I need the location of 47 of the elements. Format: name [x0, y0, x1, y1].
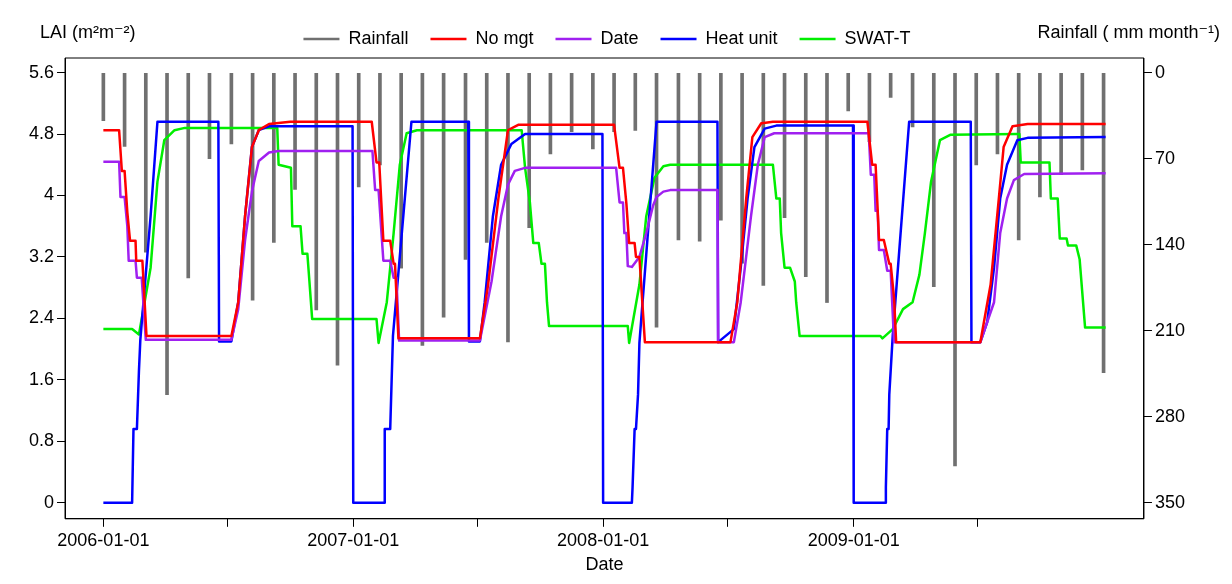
bar [953, 72, 957, 467]
y-tick-label: 4.8 [28, 123, 55, 143]
x-tick-label: 2009-01-01 [807, 529, 900, 550]
y-tick-label: 1.6 [28, 368, 55, 389]
x-tick-label: 2007-01-01 [307, 529, 400, 550]
bar [931, 72, 936, 287]
bar [846, 72, 851, 112]
bar [143, 72, 148, 253]
y-tick-label: 2.4 [28, 307, 55, 328]
bar [186, 72, 191, 279]
y2-tick-label: 140 [1154, 233, 1186, 254]
bar [612, 72, 616, 133]
legend-label: Rainfall [348, 27, 409, 48]
bar [974, 72, 979, 166]
legend-label: Heat unit [705, 27, 778, 48]
bar [506, 72, 510, 343]
y2-tick-label: 0 [1154, 61, 1165, 82]
y-tick-label: 0 [44, 491, 55, 512]
legend-label: Date [600, 27, 639, 48]
y2-tick-label: 280 [1154, 405, 1186, 426]
bar [272, 72, 276, 243]
x-axis-title: Date [585, 554, 624, 575]
y-tick-label: 3.2 [28, 245, 55, 266]
y2-axis-title: Rainfall ( mm month⁻¹) [1037, 21, 1220, 42]
bar [719, 72, 723, 221]
bar [293, 72, 297, 190]
y2-tick-label: 70 [1154, 147, 1175, 168]
bar [165, 72, 169, 396]
y2-tick-label: 210 [1154, 319, 1186, 340]
bar [591, 72, 595, 150]
bar [1038, 72, 1042, 198]
legend-label: No mgt [475, 27, 534, 48]
y-tick-label: 5.6 [28, 61, 55, 82]
y2-tick-label: 350 [1154, 491, 1186, 512]
bar [825, 72, 829, 303]
bar [633, 72, 638, 131]
bar [484, 72, 489, 243]
bar [356, 72, 361, 188]
bar [803, 72, 808, 278]
bar [378, 72, 382, 166]
y-tick-label: 4 [44, 184, 55, 205]
x-tick-label: 2008-01-01 [557, 529, 650, 550]
y-tick-label: 0.8 [28, 430, 55, 451]
y-axis-title: LAI (m²m⁻²) [40, 21, 136, 42]
x-tick-label: 2006-01-01 [57, 529, 150, 550]
legend-label: SWAT-T [844, 27, 911, 48]
bar [314, 72, 319, 311]
